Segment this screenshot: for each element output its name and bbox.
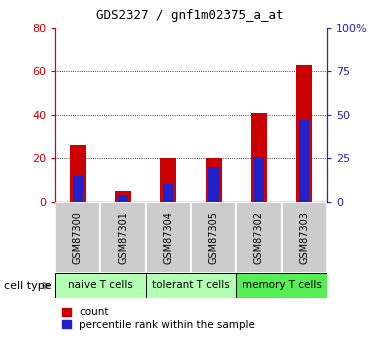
Text: GSM87303: GSM87303 (299, 211, 309, 264)
Text: GSM87302: GSM87302 (254, 211, 264, 264)
Bar (251, 112, 267, 202)
Bar (160, 158, 176, 202)
Bar (146, 273, 236, 298)
Bar (73, 176, 83, 202)
Bar (115, 191, 131, 202)
Bar (118, 195, 128, 202)
Text: GSM87301: GSM87301 (118, 211, 128, 264)
Bar (191, 202, 236, 273)
Text: GSM87300: GSM87300 (73, 211, 83, 264)
Text: cell type: cell type (4, 281, 51, 290)
Bar (236, 202, 282, 273)
Text: naive T cells: naive T cells (68, 280, 133, 290)
Text: GDS2327 / gnf1m02375_a_at: GDS2327 / gnf1m02375_a_at (96, 9, 284, 22)
Bar (146, 202, 191, 273)
Bar (236, 273, 327, 298)
Legend: count, percentile rank within the sample: count, percentile rank within the sample (60, 305, 257, 332)
Bar (299, 120, 309, 202)
Bar (100, 202, 146, 273)
Bar (55, 273, 146, 298)
Text: memory T cells: memory T cells (242, 280, 321, 290)
Text: GSM87304: GSM87304 (163, 211, 173, 264)
Bar (163, 184, 173, 202)
Bar (70, 145, 86, 202)
Text: GSM87305: GSM87305 (209, 211, 218, 264)
Bar (254, 157, 264, 202)
Bar (206, 158, 222, 202)
Bar (282, 202, 327, 273)
Text: tolerant T cells: tolerant T cells (152, 280, 230, 290)
Bar (55, 202, 100, 273)
Bar (209, 167, 219, 202)
Bar (296, 65, 312, 202)
